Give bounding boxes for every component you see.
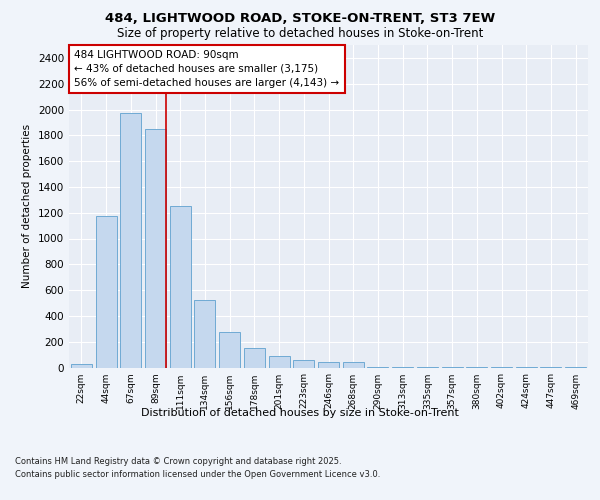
Bar bbox=[71, 364, 92, 368]
Bar bbox=[343, 362, 364, 368]
Bar bbox=[244, 348, 265, 368]
Text: Contains HM Land Registry data © Crown copyright and database right 2025.: Contains HM Land Registry data © Crown c… bbox=[15, 458, 341, 466]
Text: 484, LIGHTWOOD ROAD, STOKE-ON-TRENT, ST3 7EW: 484, LIGHTWOOD ROAD, STOKE-ON-TRENT, ST3… bbox=[105, 12, 495, 26]
Bar bbox=[367, 367, 388, 368]
Bar bbox=[145, 129, 166, 368]
Text: Size of property relative to detached houses in Stoke-on-Trent: Size of property relative to detached ho… bbox=[117, 28, 483, 40]
Bar bbox=[120, 112, 141, 368]
Bar bbox=[219, 332, 240, 368]
Bar bbox=[95, 216, 116, 368]
Bar bbox=[293, 360, 314, 368]
Text: Contains public sector information licensed under the Open Government Licence v3: Contains public sector information licen… bbox=[15, 470, 380, 479]
Bar bbox=[194, 300, 215, 368]
Text: Distribution of detached houses by size in Stoke-on-Trent: Distribution of detached houses by size … bbox=[141, 408, 459, 418]
Bar bbox=[318, 362, 339, 368]
Y-axis label: Number of detached properties: Number of detached properties bbox=[22, 124, 32, 288]
Bar bbox=[170, 206, 191, 368]
Text: 484 LIGHTWOOD ROAD: 90sqm
← 43% of detached houses are smaller (3,175)
56% of se: 484 LIGHTWOOD ROAD: 90sqm ← 43% of detac… bbox=[74, 50, 340, 88]
Bar bbox=[269, 356, 290, 368]
